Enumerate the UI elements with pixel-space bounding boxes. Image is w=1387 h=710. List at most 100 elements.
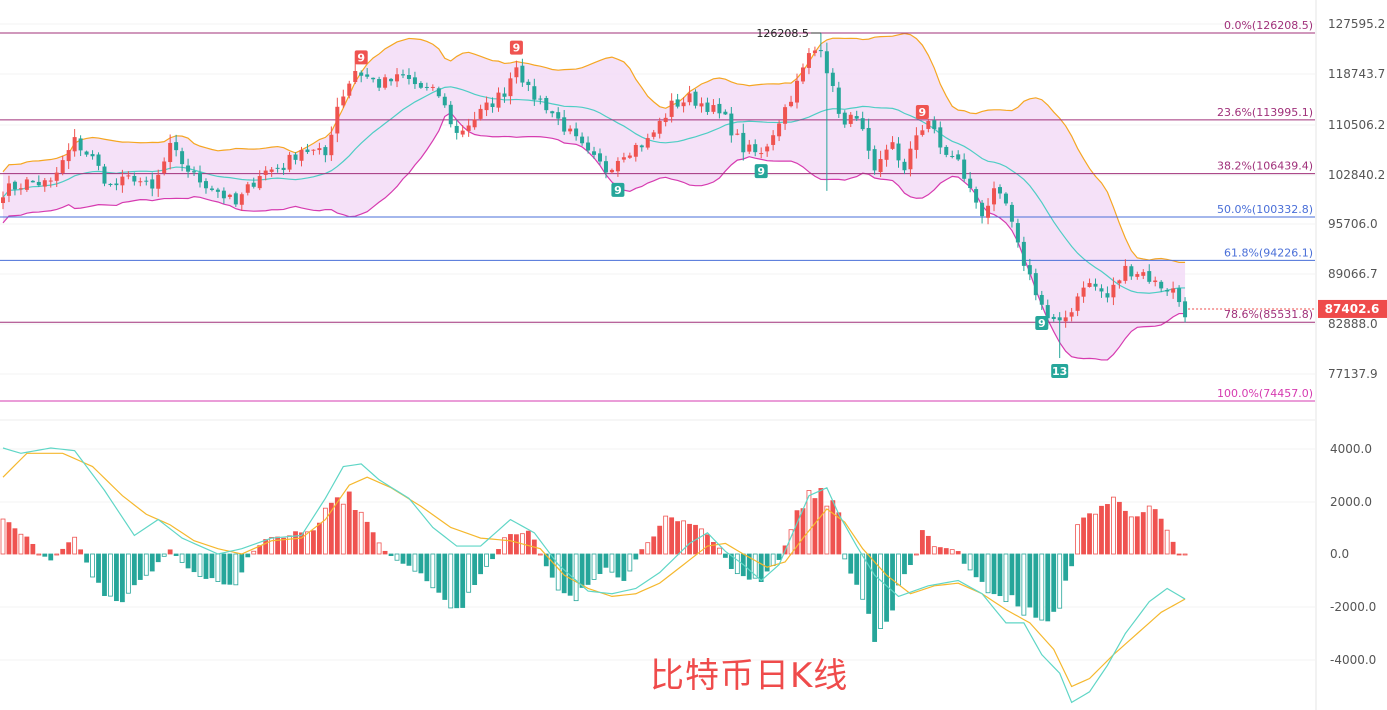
candle[interactable] (490, 97, 495, 113)
candle[interactable] (66, 143, 71, 169)
candle[interactable] (60, 155, 65, 176)
candle[interactable] (1009, 202, 1014, 228)
candle[interactable] (251, 177, 256, 189)
candle[interactable] (1081, 281, 1086, 303)
candle[interactable] (974, 186, 979, 209)
candle[interactable] (162, 157, 167, 176)
candle[interactable] (908, 141, 913, 177)
candle[interactable] (818, 33, 823, 58)
candle[interactable] (1147, 264, 1152, 284)
candle[interactable] (1099, 284, 1104, 298)
candle[interactable] (681, 97, 686, 113)
candle[interactable] (329, 126, 334, 161)
candle[interactable] (621, 152, 626, 163)
candle[interactable] (687, 85, 692, 106)
candle[interactable] (186, 158, 191, 178)
candle[interactable] (293, 152, 298, 165)
candle[interactable] (353, 63, 358, 85)
candle[interactable] (783, 104, 788, 130)
candle[interactable] (323, 145, 328, 163)
candle[interactable] (120, 169, 125, 193)
candle[interactable] (6, 175, 11, 203)
candle[interactable] (311, 149, 316, 156)
candle[interactable] (800, 63, 805, 85)
candle[interactable] (1183, 297, 1188, 323)
candle[interactable] (18, 183, 23, 195)
candle[interactable] (723, 109, 728, 115)
candle[interactable] (830, 68, 835, 93)
candle[interactable] (980, 199, 985, 224)
candle[interactable] (842, 110, 847, 128)
candle[interactable] (275, 164, 280, 173)
candle[interactable] (729, 107, 734, 143)
candle[interactable] (759, 147, 764, 159)
candle[interactable] (669, 93, 674, 123)
candle[interactable] (1117, 279, 1122, 289)
candle[interactable] (1087, 278, 1092, 288)
candle[interactable] (1123, 259, 1128, 284)
candle[interactable] (896, 137, 901, 168)
candle[interactable] (944, 145, 949, 158)
candle[interactable] (872, 145, 877, 175)
candle[interactable] (711, 99, 716, 115)
candle[interactable] (926, 118, 931, 133)
candle[interactable] (48, 177, 53, 188)
candle[interactable] (675, 93, 680, 109)
candle[interactable] (878, 150, 883, 178)
candle[interactable] (932, 116, 937, 134)
candle[interactable] (580, 132, 585, 146)
candle[interactable] (209, 185, 214, 192)
candle[interactable] (968, 172, 973, 193)
candle[interactable] (263, 166, 268, 181)
candle[interactable] (454, 119, 459, 140)
candle[interactable] (287, 152, 292, 173)
candle[interactable] (132, 172, 137, 186)
candle[interactable] (126, 171, 131, 180)
candle[interactable] (586, 136, 591, 154)
candle[interactable] (824, 42, 829, 191)
candle[interactable] (633, 142, 638, 162)
candle[interactable] (156, 169, 161, 197)
candle[interactable] (1063, 310, 1068, 328)
candle[interactable] (299, 146, 304, 167)
candle[interactable] (657, 117, 662, 139)
candle[interactable] (609, 168, 614, 174)
candle[interactable] (418, 81, 423, 89)
candle[interactable] (1039, 290, 1044, 310)
candle[interactable] (269, 166, 274, 177)
candlesticks[interactable]: 126208.5 (1, 27, 1188, 359)
candle[interactable] (645, 133, 650, 150)
candle[interactable] (717, 98, 722, 119)
candle[interactable] (257, 170, 262, 191)
candle[interactable] (997, 184, 1002, 199)
candle[interactable] (1165, 288, 1170, 296)
candle[interactable] (168, 134, 173, 170)
candle[interactable] (424, 82, 429, 91)
candle[interactable] (436, 86, 441, 98)
candle[interactable] (138, 177, 143, 187)
candle[interactable] (890, 136, 895, 150)
candle[interactable] (1135, 271, 1140, 280)
candle[interactable] (556, 107, 561, 126)
candle[interactable] (383, 74, 388, 90)
candle[interactable] (962, 153, 967, 182)
candle[interactable] (777, 120, 782, 142)
candle[interactable] (1, 191, 5, 210)
candle[interactable] (114, 178, 119, 191)
candle[interactable] (192, 166, 197, 176)
candle[interactable] (526, 79, 531, 92)
candle[interactable] (30, 180, 35, 183)
candle[interactable] (1177, 285, 1182, 307)
candle[interactable] (478, 104, 483, 121)
candle[interactable] (747, 139, 752, 155)
candle[interactable] (1051, 314, 1056, 322)
candle[interactable] (1015, 218, 1020, 248)
candle[interactable] (245, 181, 250, 196)
candle[interactable] (938, 121, 943, 155)
candle[interactable] (78, 135, 83, 157)
candle[interactable] (233, 191, 238, 207)
candle[interactable] (347, 80, 352, 99)
candle[interactable] (221, 187, 226, 204)
candle[interactable] (992, 181, 997, 212)
candle[interactable] (36, 175, 41, 188)
